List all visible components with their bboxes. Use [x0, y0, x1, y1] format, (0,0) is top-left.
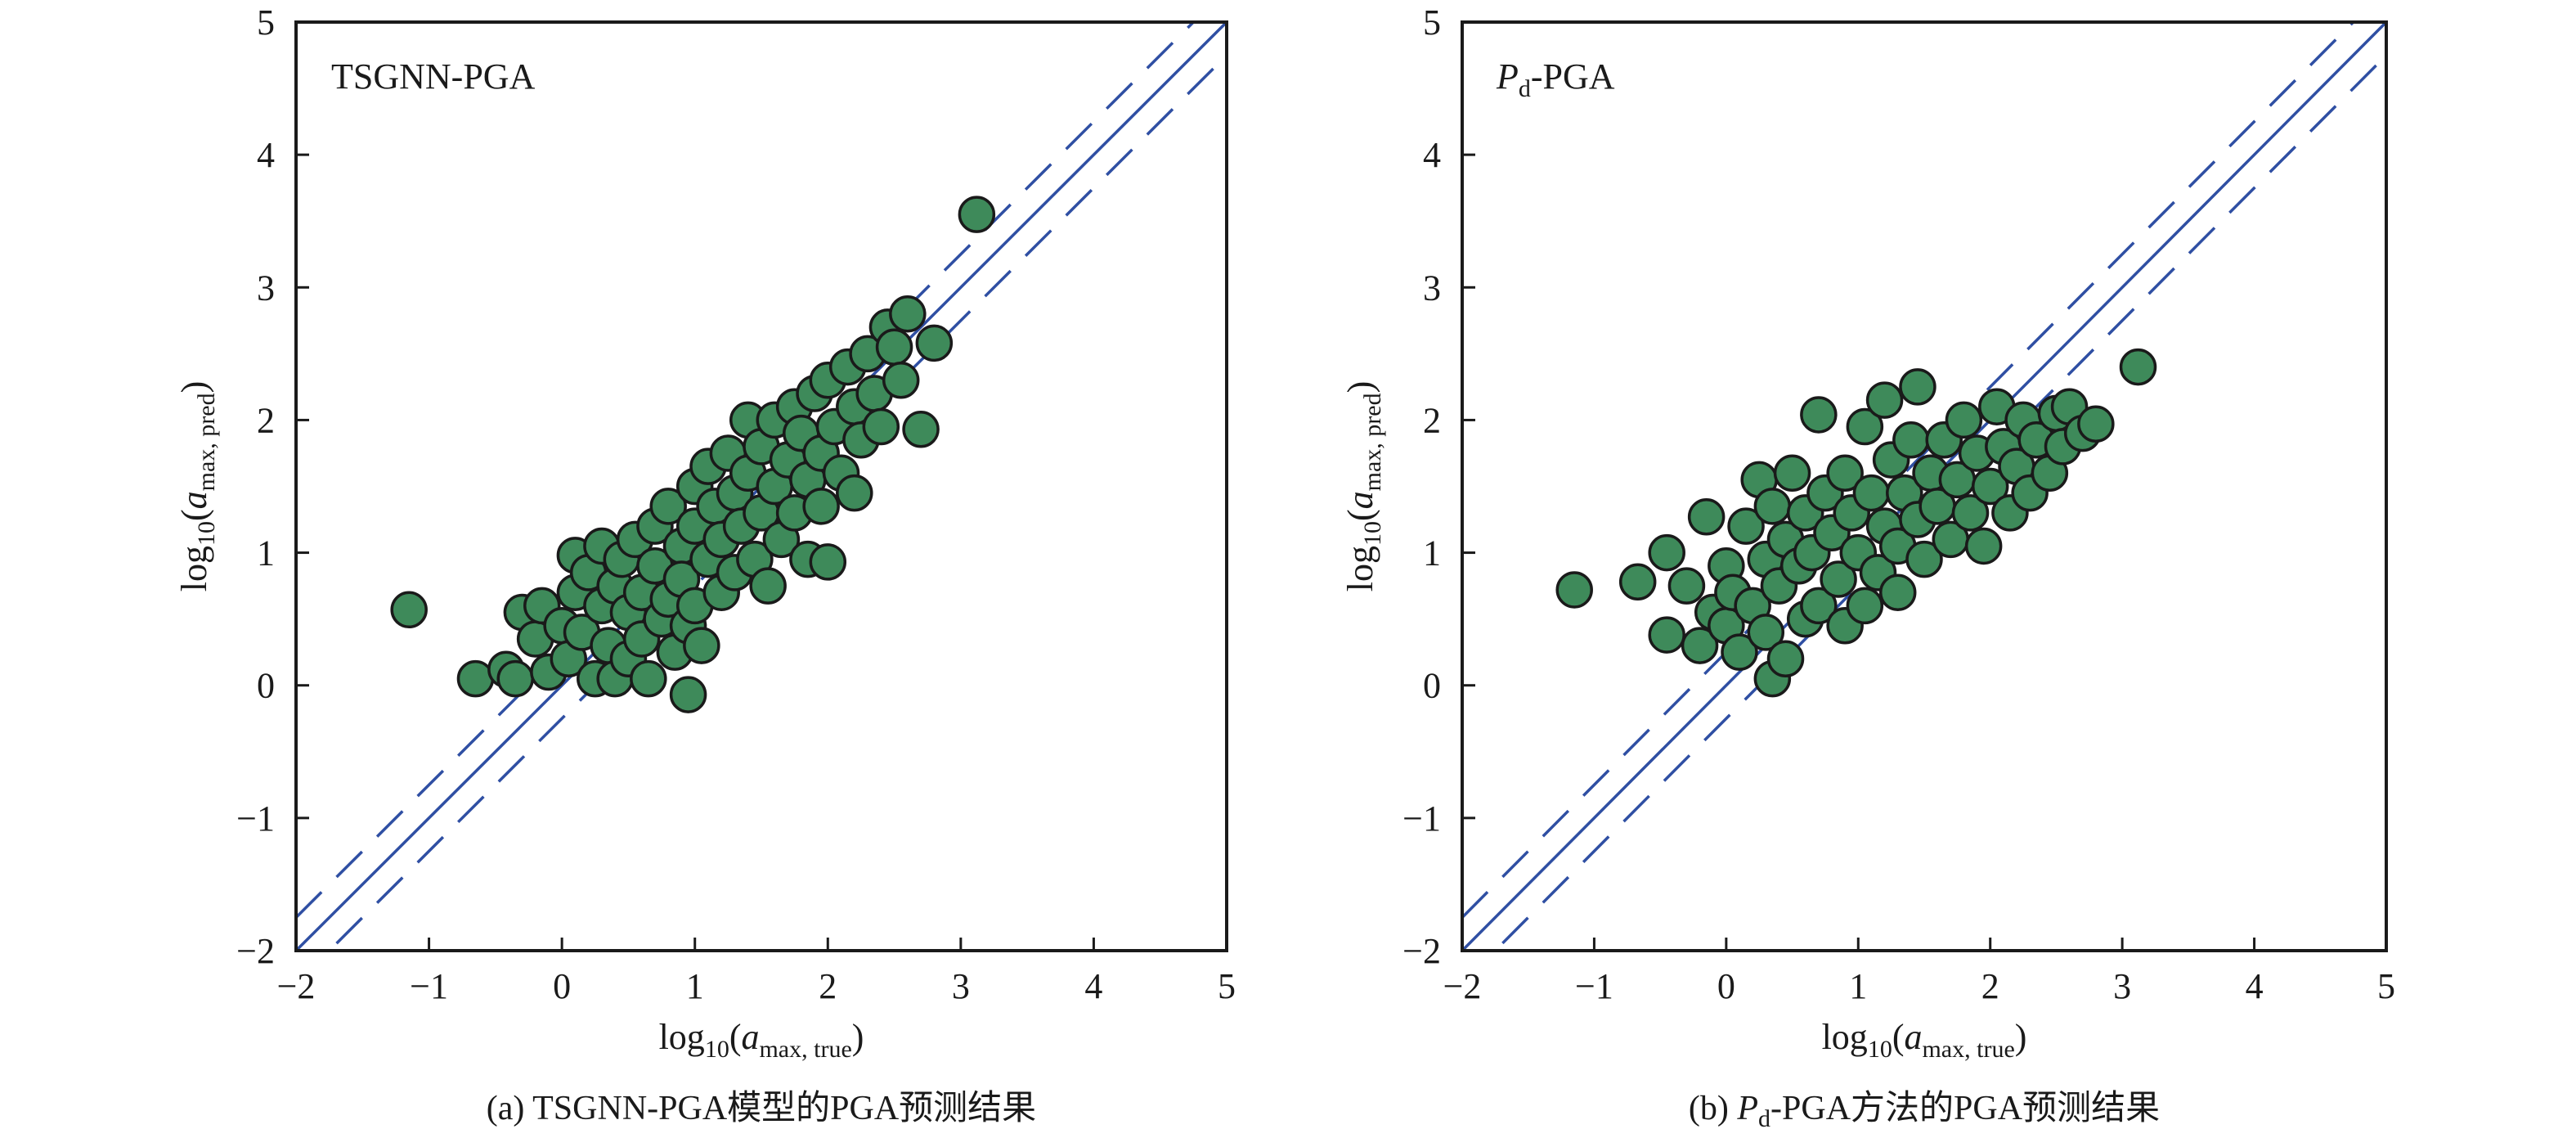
data-point — [1648, 533, 1685, 572]
data-point — [456, 659, 495, 698]
plot-area — [296, 22, 1227, 951]
data-point — [1971, 467, 2009, 506]
y-tick-label: −2 — [236, 931, 275, 971]
plot-area — [1462, 22, 2386, 951]
data-point — [1618, 563, 1657, 600]
data-point — [1865, 381, 1904, 419]
y-tick-label: −2 — [1402, 931, 1441, 971]
data-point — [649, 488, 687, 525]
panel-a: −2 −1 0 1 2 3 4 5 −2 −1 0 1 2 3 4 5 TSGNN-PGA log10(ama… — [174, 2, 1236, 1127]
data-point — [1687, 498, 1726, 536]
data-point — [1905, 540, 1943, 578]
x-tick-label: −1 — [1575, 966, 1613, 1006]
data-point — [862, 407, 900, 446]
x-tick-label: 1 — [1849, 966, 1867, 1006]
data-point — [1681, 627, 1719, 664]
data-point — [1747, 614, 1785, 651]
data-point — [836, 474, 873, 512]
x-tick-label: 2 — [819, 966, 837, 1006]
data-point — [1945, 401, 1983, 439]
x-tick-label: 4 — [2246, 966, 2264, 1006]
panel-b-caption: (b) Pd-PGA方法的PGA预测结果 — [1689, 1090, 2160, 1132]
axes-frame — [294, 20, 1228, 952]
data-point — [1846, 407, 1884, 446]
y-tick-label: 2 — [257, 400, 275, 440]
data-point — [1773, 454, 1811, 493]
data-point — [1899, 368, 1936, 406]
y-tick-label: 5 — [257, 2, 275, 43]
x-tick-label: 2 — [1981, 966, 1999, 1006]
x-tick-label: −2 — [277, 966, 316, 1006]
x-tick-label: 5 — [2377, 966, 2395, 1006]
data-point — [1667, 567, 1706, 605]
data-point — [683, 627, 720, 664]
data-point — [1753, 488, 1792, 525]
y-tick-label: 2 — [1423, 400, 1441, 440]
data-point — [802, 488, 840, 525]
data-point — [882, 362, 920, 399]
y-tick-label: 5 — [1423, 2, 1441, 43]
y-tick-label: 0 — [1423, 666, 1441, 706]
x-tick-label: 3 — [952, 966, 970, 1006]
x-tick-label: −2 — [1443, 966, 1482, 1006]
upper-dashed-line — [1462, 22, 2356, 919]
data-point — [2077, 405, 2115, 443]
x-tick-label: 1 — [686, 966, 704, 1006]
data-point — [1800, 587, 1838, 625]
data-point — [809, 543, 847, 581]
panel-b-label: Pd-PGA — [1496, 56, 1615, 102]
x-tick-label: 0 — [553, 966, 571, 1006]
x-tick-label: 0 — [1717, 966, 1735, 1006]
data-point — [1800, 396, 1838, 434]
data-point — [1852, 474, 1891, 512]
data-point — [1964, 527, 2003, 565]
data-point — [2119, 348, 2157, 386]
x-tick-label: −1 — [410, 966, 448, 1006]
data-point — [1727, 507, 1765, 545]
data-point — [630, 659, 667, 698]
data-point — [749, 567, 787, 605]
y-tick-label: −1 — [236, 798, 275, 839]
data-point — [1648, 616, 1685, 654]
data-point — [1820, 560, 1857, 598]
y-tick-label: 4 — [257, 135, 275, 175]
y-tick-label: 3 — [1423, 268, 1441, 308]
y-tick-label: 1 — [257, 533, 275, 573]
x-tick-label: 5 — [1218, 966, 1236, 1006]
data-point — [958, 196, 996, 233]
data-point — [889, 295, 927, 333]
data-point — [1826, 454, 1864, 493]
panel-b: −2 −1 0 1 2 3 4 5 −2 −1 0 1 2 3 4 5 Pd-PGA log10(amax, … — [1340, 2, 2395, 1132]
y-tick-label: 4 — [1423, 135, 1441, 175]
data-point — [1721, 633, 1758, 671]
data-point — [902, 411, 940, 448]
data-point — [1892, 421, 1930, 459]
panel-a-label: TSGNN-PGA — [331, 56, 536, 97]
data-point — [390, 591, 428, 629]
data-point — [1846, 587, 1884, 625]
data-point — [1766, 640, 1805, 678]
panel-a-xlabel: log10(amax, true) — [659, 1017, 864, 1063]
x-tick-label: 3 — [2113, 966, 2131, 1006]
y-tick-label: 0 — [257, 666, 275, 706]
data-point — [669, 676, 707, 713]
data-point — [1555, 571, 1593, 609]
data-point — [1951, 494, 1990, 532]
data-point — [915, 324, 954, 362]
y-tick-label: 1 — [1423, 533, 1441, 573]
panel-a-caption: (a) TSGNN-PGA模型的PGA预测结果 — [487, 1090, 1036, 1127]
y-tick-label: 3 — [257, 268, 275, 308]
panel-a-marks: −2 −1 0 1 2 3 4 5 −2 −1 0 1 2 3 4 5 — [236, 2, 1236, 1006]
data-point — [875, 328, 913, 366]
panel-b-ylabel: log10(amax, pred) — [1340, 381, 1386, 592]
x-tick-label: 4 — [1084, 966, 1102, 1006]
panel-b-xlabel: log10(amax, true) — [1822, 1017, 2027, 1063]
panel-a-ylabel: log10(amax, pred) — [174, 381, 220, 592]
axes-frame — [1461, 20, 2388, 952]
data-point — [496, 659, 534, 698]
panel-b-marks: −2 −1 0 1 2 3 4 5 −2 −1 0 1 2 3 4 5 — [1402, 2, 2395, 1006]
data-point — [1878, 573, 1917, 611]
y-tick-label: −1 — [1402, 798, 1441, 839]
